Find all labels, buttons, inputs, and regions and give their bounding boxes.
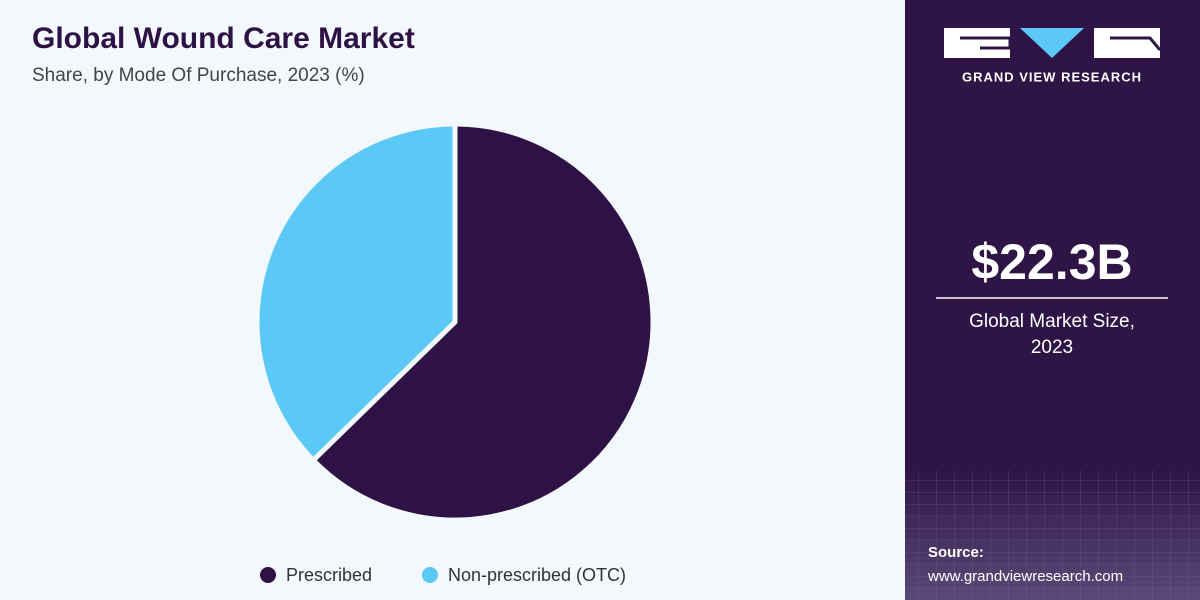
- logo-mark: [960, 36, 1012, 50]
- logo-block: [944, 28, 1010, 58]
- pie-slice: [254, 121, 458, 463]
- legend-label: Prescribed: [286, 565, 372, 585]
- logo-triangle: [1020, 28, 1084, 58]
- market-size: $22.3B: [971, 234, 1132, 290]
- source-label: Source:: [928, 544, 984, 561]
- pie-slice: [310, 121, 656, 523]
- market-size-label: 2023: [1031, 337, 1073, 358]
- chart-title: Global Wound Care Market: [32, 22, 415, 55]
- legend-marker: [260, 567, 276, 583]
- chart-subtitle: Share, by Mode Of Purchase, 2023 (%): [32, 65, 365, 86]
- source-url: www.grandviewresearch.com: [927, 568, 1123, 585]
- logo-mark: [1110, 36, 1162, 51]
- legend-label: Non-prescribed (OTC): [448, 565, 626, 585]
- logo-block: [1094, 28, 1160, 58]
- market-size-label: Global Market Size,: [969, 311, 1135, 332]
- legend-marker: [422, 567, 438, 583]
- brand: GRAND VIEW RESEARCH: [962, 69, 1142, 84]
- logo: [944, 28, 1162, 58]
- sidebar-grid: [905, 470, 1200, 600]
